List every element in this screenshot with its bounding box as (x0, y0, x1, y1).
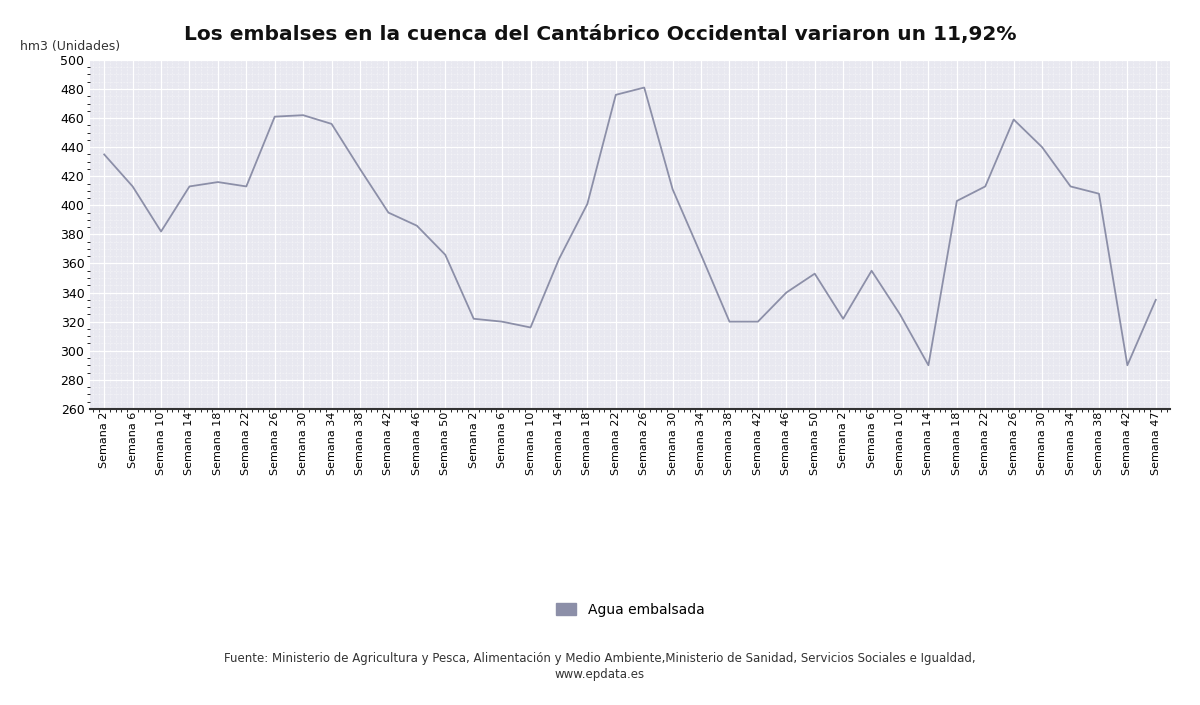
Legend: Agua embalsada: Agua embalsada (550, 597, 710, 623)
Text: Fuente: Ministerio de Agricultura y Pesca, Alimentación y Medio Ambiente,Ministe: Fuente: Ministerio de Agricultura y Pesc… (224, 652, 976, 665)
Text: hm3 (Unidades): hm3 (Unidades) (19, 40, 120, 53)
Text: Los embalses en la cuenca del Cantábrico Occidental variaron un 11,92%: Los embalses en la cuenca del Cantábrico… (184, 25, 1016, 44)
Text: www.epdata.es: www.epdata.es (554, 668, 646, 680)
